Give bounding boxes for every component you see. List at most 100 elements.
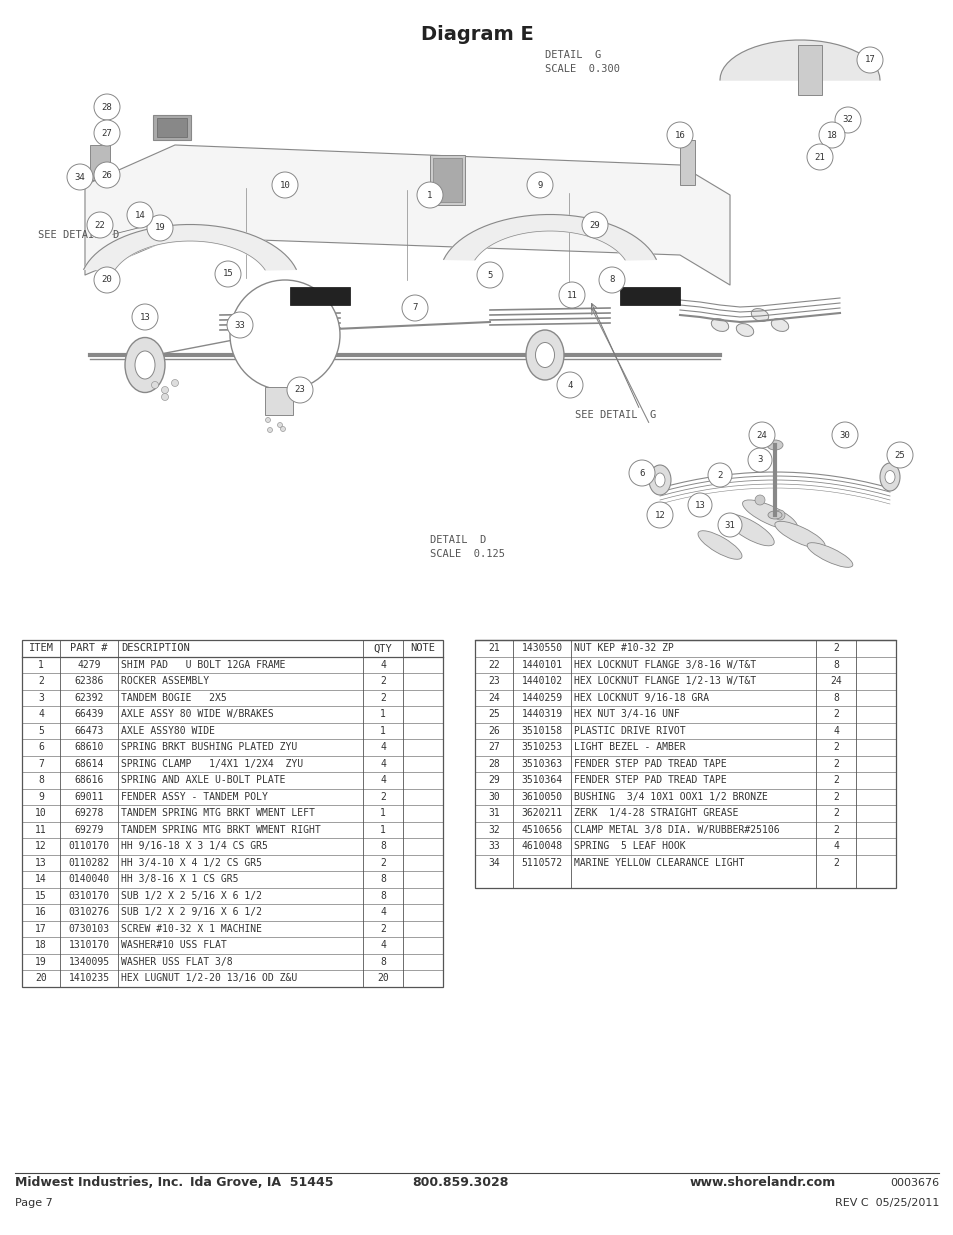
Text: HH 9/16-18 X 3 1/4 CS GR5: HH 9/16-18 X 3 1/4 CS GR5 xyxy=(121,841,268,851)
Text: 14: 14 xyxy=(134,210,145,220)
Text: 6: 6 xyxy=(38,742,44,752)
Text: 9: 9 xyxy=(38,792,44,802)
Text: 68616: 68616 xyxy=(74,776,104,785)
Text: 25: 25 xyxy=(894,451,904,459)
Text: CLAMP METAL 3/8 DIA. W/RUBBER#25106: CLAMP METAL 3/8 DIA. W/RUBBER#25106 xyxy=(574,825,779,835)
Text: 27: 27 xyxy=(102,128,112,137)
Ellipse shape xyxy=(265,417,271,422)
Circle shape xyxy=(666,122,692,148)
Circle shape xyxy=(557,372,582,398)
Bar xyxy=(430,156,464,205)
Text: 3610050: 3610050 xyxy=(521,792,562,802)
Text: TANDEM SPRING MTG BRKT WMENT RIGHT: TANDEM SPRING MTG BRKT WMENT RIGHT xyxy=(121,825,320,835)
Ellipse shape xyxy=(535,342,554,368)
Text: 5: 5 xyxy=(487,270,492,279)
Text: 31: 31 xyxy=(724,520,735,530)
Text: 2: 2 xyxy=(379,858,386,868)
Text: 4: 4 xyxy=(379,659,386,669)
Circle shape xyxy=(67,164,92,190)
Text: 28: 28 xyxy=(488,758,499,768)
Text: 1440102: 1440102 xyxy=(521,677,562,687)
Text: Diagram E: Diagram E xyxy=(420,25,533,44)
Ellipse shape xyxy=(525,330,563,380)
Text: 1440319: 1440319 xyxy=(521,709,562,719)
Text: 62392: 62392 xyxy=(74,693,104,703)
Circle shape xyxy=(886,442,912,468)
Text: 11: 11 xyxy=(35,825,47,835)
Text: Ida Grove, IA  51445: Ida Grove, IA 51445 xyxy=(190,1177,334,1189)
Circle shape xyxy=(748,422,774,448)
Text: 0003676: 0003676 xyxy=(889,1178,938,1188)
Circle shape xyxy=(230,280,339,390)
Text: 2: 2 xyxy=(717,471,722,479)
Text: 2: 2 xyxy=(832,643,838,653)
Text: HH 3/8-16 X 1 CS GR5: HH 3/8-16 X 1 CS GR5 xyxy=(121,874,238,884)
Text: 25: 25 xyxy=(488,709,499,719)
Text: 24: 24 xyxy=(488,693,499,703)
Bar xyxy=(157,119,187,137)
Text: 1: 1 xyxy=(379,726,386,736)
Text: 3510253: 3510253 xyxy=(521,742,562,752)
Circle shape xyxy=(718,513,741,537)
Text: 8: 8 xyxy=(609,275,614,284)
Ellipse shape xyxy=(152,226,157,230)
Text: 27: 27 xyxy=(488,742,499,752)
Ellipse shape xyxy=(879,463,899,492)
Text: 1430550: 1430550 xyxy=(521,643,562,653)
Bar xyxy=(619,287,679,305)
Text: 34: 34 xyxy=(488,858,499,868)
Ellipse shape xyxy=(125,337,165,393)
Ellipse shape xyxy=(805,61,813,69)
Text: FENDER ASSY - TANDEM POLY: FENDER ASSY - TANDEM POLY xyxy=(121,792,268,802)
Text: Midwest Industries, Inc.: Midwest Industries, Inc. xyxy=(15,1177,183,1189)
Text: 12: 12 xyxy=(35,841,47,851)
Text: 69011: 69011 xyxy=(74,792,104,802)
Bar xyxy=(475,640,895,888)
Text: 2: 2 xyxy=(832,792,838,802)
Ellipse shape xyxy=(774,510,784,520)
Text: 2: 2 xyxy=(379,693,386,703)
Text: HH 3/4-10 X 4 1/2 CS GR5: HH 3/4-10 X 4 1/2 CS GR5 xyxy=(121,858,262,868)
Text: 4: 4 xyxy=(832,841,838,851)
Circle shape xyxy=(147,215,172,241)
Text: 30: 30 xyxy=(839,431,849,440)
Text: 7: 7 xyxy=(38,758,44,768)
Text: 2: 2 xyxy=(832,825,838,835)
Bar xyxy=(433,158,461,203)
Text: www.shorelandr.com: www.shorelandr.com xyxy=(689,1177,836,1189)
Text: HEX LOCKNUT FLANGE 3/8-16 W/T&T: HEX LOCKNUT FLANGE 3/8-16 W/T&T xyxy=(574,659,756,669)
Text: 18: 18 xyxy=(825,131,837,140)
Text: 8: 8 xyxy=(379,890,386,900)
Ellipse shape xyxy=(741,500,797,530)
Text: 33: 33 xyxy=(234,321,245,330)
Text: 22: 22 xyxy=(94,221,105,230)
Text: 18: 18 xyxy=(35,940,47,950)
Text: 20: 20 xyxy=(102,275,112,284)
Text: 4: 4 xyxy=(379,776,386,785)
Text: 26: 26 xyxy=(102,170,112,179)
Text: DETAIL  G
SCALE  0.300: DETAIL G SCALE 0.300 xyxy=(544,49,619,74)
Ellipse shape xyxy=(311,331,318,338)
Text: 4: 4 xyxy=(379,940,386,950)
Text: PART #: PART # xyxy=(71,643,108,653)
Text: 28: 28 xyxy=(102,103,112,111)
Circle shape xyxy=(127,203,152,228)
Ellipse shape xyxy=(251,331,258,338)
Text: 2: 2 xyxy=(832,858,838,868)
Text: SPRING BRKT BUSHING PLATED ZYU: SPRING BRKT BUSHING PLATED ZYU xyxy=(121,742,297,752)
Text: 3: 3 xyxy=(38,693,44,703)
Text: 1: 1 xyxy=(379,808,386,819)
Text: REV C  05/25/2011: REV C 05/25/2011 xyxy=(834,1198,938,1208)
Text: 1410235: 1410235 xyxy=(69,973,110,983)
Text: AXLE ASSY80 WIDE: AXLE ASSY80 WIDE xyxy=(121,726,214,736)
Ellipse shape xyxy=(267,409,271,412)
Text: 69278: 69278 xyxy=(74,808,104,819)
Text: 2: 2 xyxy=(832,742,838,752)
Ellipse shape xyxy=(158,219,162,222)
Text: 7: 7 xyxy=(412,304,417,312)
Circle shape xyxy=(94,162,120,188)
Bar xyxy=(265,387,293,415)
Ellipse shape xyxy=(161,387,169,394)
Text: LIGHT BEZEL - AMBER: LIGHT BEZEL - AMBER xyxy=(574,742,685,752)
Text: 68614: 68614 xyxy=(74,758,104,768)
